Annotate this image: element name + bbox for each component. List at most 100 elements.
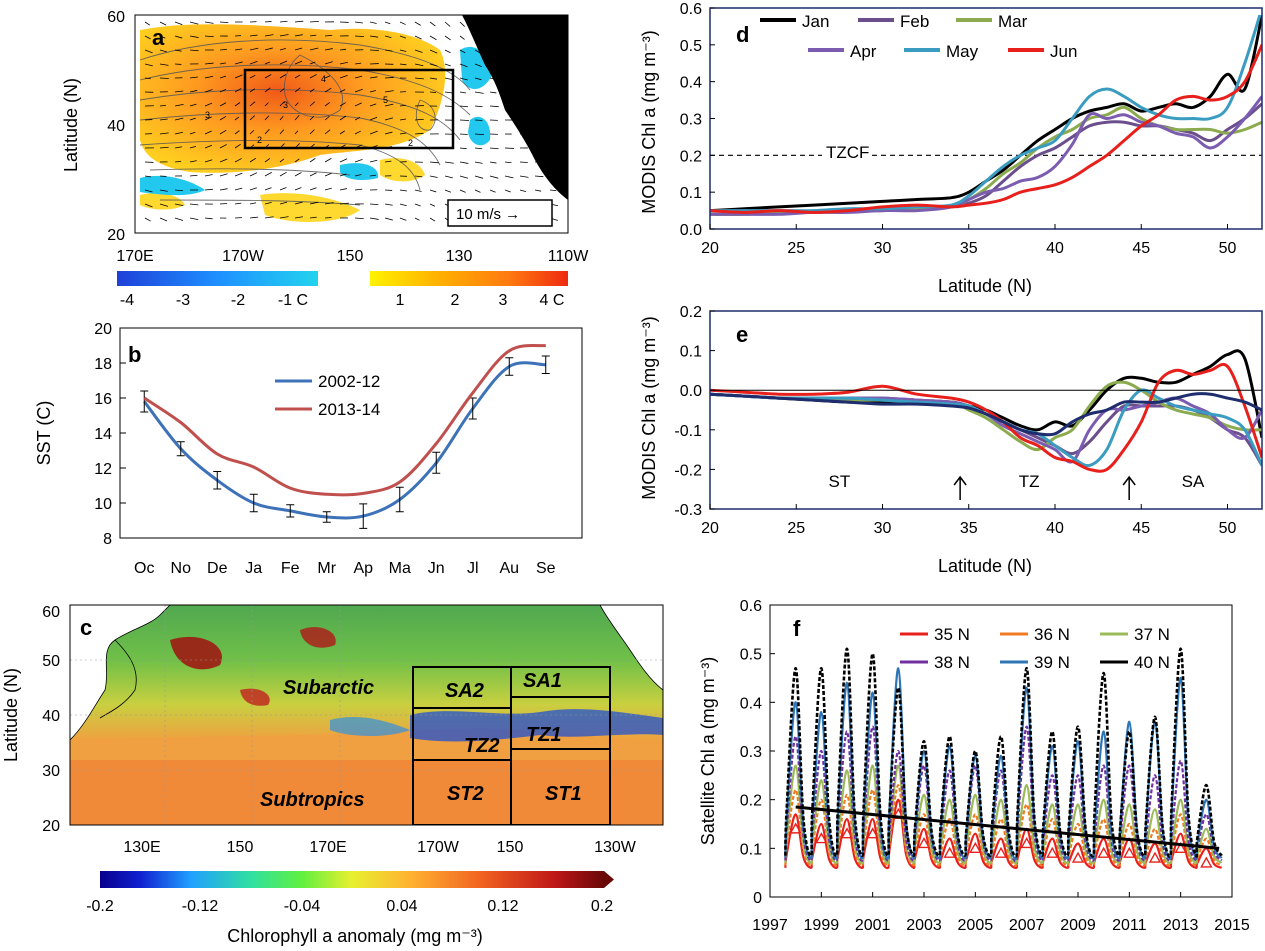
wind-vector-arrow <box>144 77 151 80</box>
wind-vector-arrow <box>309 101 316 107</box>
wind-vector-arrow <box>159 63 169 66</box>
wind-vector-arrow <box>264 216 274 219</box>
wind-vector-arrow <box>429 21 436 27</box>
series-line-Jan <box>710 15 1262 213</box>
wind-vector-arrow <box>249 101 256 107</box>
legend-label-35N: 35 N <box>934 625 970 644</box>
wind-vector-arrow <box>234 158 242 163</box>
triangle-marker-icon <box>917 837 931 849</box>
wind-vector-arrow <box>174 131 183 135</box>
wind-vector-arrow <box>414 189 422 192</box>
colorbar-positive <box>370 271 568 286</box>
wind-vector-arrow <box>219 75 226 79</box>
wind-vector-arrow <box>429 49 438 54</box>
wind-vector-arrow <box>474 77 482 81</box>
wind-vector-arrow <box>279 60 288 65</box>
wind-vector-arrow <box>144 175 152 178</box>
wind-vector-arrow <box>189 76 198 79</box>
triangle-marker-icon <box>815 832 828 844</box>
wind-vector-arrow <box>249 216 259 219</box>
triangle-marker-icon <box>1046 846 1059 858</box>
wind-vector-arrow <box>219 49 227 51</box>
panel-b-ylabel: SST (C) <box>34 401 54 466</box>
xtick-label: 20 <box>701 520 719 537</box>
xtick-c-170w: 170W <box>417 839 460 856</box>
wind-vector-arrow <box>474 175 484 179</box>
wind-vector-arrow <box>339 115 347 121</box>
wind-vector-arrow <box>264 47 273 51</box>
colorbar-negative <box>117 271 318 286</box>
zone-label-SA: SA <box>1182 472 1205 491</box>
xtick-label: De <box>207 560 228 577</box>
wind-vector-arrow <box>204 188 213 191</box>
wind-vector-arrow <box>504 189 511 193</box>
xtick-label: 2015 <box>1214 917 1250 934</box>
wind-vector-arrow <box>339 61 348 65</box>
legend-label-May: May <box>946 42 979 61</box>
xtick-label: 2007 <box>1009 917 1045 934</box>
wind-vector-arrow <box>219 102 227 107</box>
wind-vector-arrow <box>234 130 240 135</box>
series-line-Mar <box>710 380 1262 452</box>
xtick-label: Jn <box>428 560 445 577</box>
wind-vector-arrow <box>534 175 544 178</box>
wind-vector-arrow <box>264 202 272 205</box>
wind-vector-arrow <box>294 87 301 93</box>
wind-vector-arrow <box>414 49 423 53</box>
xtick-label: 2005 <box>958 917 994 934</box>
wind-vector-arrow <box>354 75 363 79</box>
series-line-2013-14 <box>143 343 547 497</box>
triangle-marker-icon <box>1020 837 1033 849</box>
region-label-sa1: SA1 <box>523 670 562 692</box>
wind-vector-arrow <box>279 171 287 177</box>
triangle-marker-icon <box>969 841 982 854</box>
wind-vector-arrow <box>504 175 514 179</box>
wind-vector-arrow <box>399 118 407 121</box>
wind-vector-arrow <box>189 49 199 52</box>
ytick-c-50: 50 <box>42 653 60 670</box>
series-line-36N <box>784 783 1223 867</box>
wind-vector-arrow <box>429 217 436 222</box>
wind-vector-arrow <box>399 63 407 66</box>
cbar-a-pos-4: 4 C <box>540 292 565 309</box>
region-label-sa2: SA2 <box>445 680 484 702</box>
legend-label-Jan: Jan <box>802 12 829 31</box>
legend-label-Apr: Apr <box>850 42 877 61</box>
wind-vector-arrow <box>249 47 259 51</box>
wind-vector-arrow <box>489 91 497 94</box>
cbar-a-neg-1: -1 C <box>278 292 308 309</box>
colorbar-chlorophyll <box>100 871 604 888</box>
wind-vector-arrow <box>444 35 451 41</box>
wind-vector-arrow <box>354 130 361 135</box>
wind-vector-arrow <box>144 21 151 26</box>
xtick-label: Mr <box>317 560 336 577</box>
wind-vector-arrow <box>459 147 467 150</box>
wind-vector-arrow <box>339 158 348 163</box>
cbar-a-neg-3: -3 <box>176 292 190 309</box>
wind-vector-arrow <box>429 203 436 207</box>
xtick-label: 25 <box>787 520 805 537</box>
ytick-label: 20 <box>94 321 112 338</box>
wind-vector-arrow <box>189 160 197 163</box>
wind-vector-arrow <box>219 88 227 93</box>
wind-vector-arrow <box>174 90 184 93</box>
wind-vector-arrow <box>204 116 212 121</box>
wind-vector-arrow <box>249 115 255 121</box>
wind-vector-arrow <box>189 145 197 149</box>
wind-vector-arrow <box>459 91 467 94</box>
wind-vector-arrow <box>444 189 451 193</box>
wind-vector-arrow <box>234 74 243 79</box>
wind-vector-arrow <box>324 75 331 79</box>
triangle-marker-icon <box>840 827 854 839</box>
wind-vector-arrow <box>489 105 499 108</box>
wind-vector-arrow <box>249 74 256 79</box>
wind-vector-arrow <box>264 87 271 93</box>
wind-vector-arrow <box>459 63 468 68</box>
contour-label: 2 <box>408 138 413 148</box>
wind-vector-arrow <box>174 146 183 149</box>
wind-vector-arrow <box>204 144 213 149</box>
panel-d-xlabel: Latitude (N) <box>938 276 1032 296</box>
cbar-c-tick: -0.04 <box>284 898 321 915</box>
wind-vector-arrow <box>144 63 153 67</box>
ytick-label: 0.1 <box>680 185 702 202</box>
